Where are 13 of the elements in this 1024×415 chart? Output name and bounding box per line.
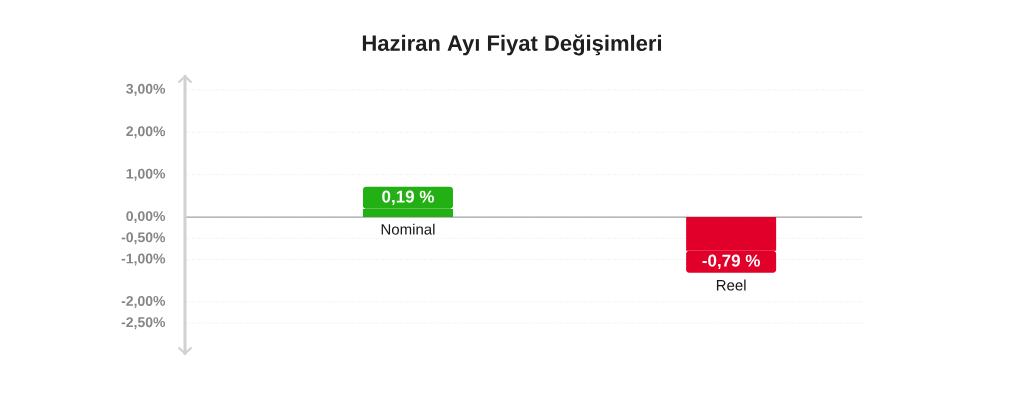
y-tick-label: -2,00% bbox=[121, 295, 166, 308]
y-tick-label: 0,00% bbox=[126, 211, 166, 224]
data-label: 0,19 % bbox=[382, 190, 434, 206]
chart-title: Haziran Ayı Fiyat Değişimleri bbox=[362, 34, 662, 56]
y-tick-label: 1,00% bbox=[126, 168, 166, 181]
y-tick-label: 3,00% bbox=[126, 83, 166, 96]
x-tick-label: Reel bbox=[716, 279, 746, 291]
y-tick-label: -0,50% bbox=[121, 232, 166, 245]
y-tick-label: -1,00% bbox=[121, 253, 166, 266]
y-tick-label: 2,00% bbox=[126, 126, 166, 139]
y-tick-label: -2,50% bbox=[121, 317, 166, 330]
data-label: -0,79 % bbox=[702, 254, 760, 270]
x-tick-label: Nominal bbox=[381, 223, 435, 235]
